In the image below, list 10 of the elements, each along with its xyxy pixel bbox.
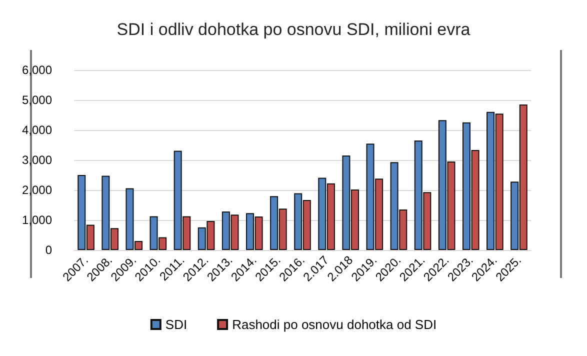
y-tick-label: 6,000 (22, 63, 52, 77)
y-tick-label: 4,000 (22, 123, 52, 137)
legend-label: SDI (165, 317, 188, 332)
y-tick-label: 3,000 (22, 153, 52, 167)
y-tick-label: 5,000 (22, 93, 52, 107)
y-tick-label: 1,000 (22, 213, 52, 227)
y-tick-label: 2,000 (22, 183, 52, 197)
chart-title: SDI i odliv dohotka po osnovu SDI, milioni evra (116, 20, 471, 39)
y-tick-label: 0 (45, 243, 52, 257)
legend-label: Rashodi po osnovu dohotka od SDI (232, 317, 437, 332)
